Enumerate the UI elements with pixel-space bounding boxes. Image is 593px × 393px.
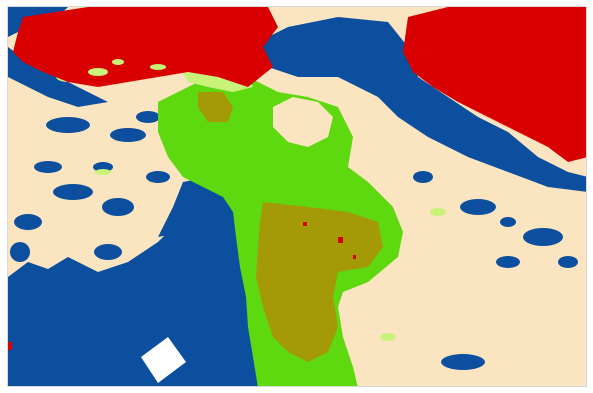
class-cropland-region xyxy=(198,92,233,122)
class-water-region xyxy=(46,117,90,133)
class-urban-region xyxy=(353,255,356,259)
class-water-region xyxy=(8,207,266,386)
class-sparse-vegetation-region xyxy=(380,333,396,341)
class-water-region xyxy=(53,184,93,200)
class-water-region xyxy=(496,256,520,268)
class-water-region xyxy=(34,161,62,173)
class-water-region xyxy=(94,244,122,260)
class-nodata-region xyxy=(141,337,186,383)
class-sparse-vegetation-region xyxy=(88,68,108,76)
class-water-region xyxy=(413,171,433,183)
class-sparse-vegetation-region xyxy=(150,64,166,70)
classification-map[interactable] xyxy=(7,6,587,387)
class-cropland-region xyxy=(256,202,383,362)
class-water-region xyxy=(102,198,134,216)
class-water-region xyxy=(146,171,170,183)
class-sparse-vegetation-region xyxy=(95,169,111,175)
class-urban-region xyxy=(303,222,307,226)
class-urban-region xyxy=(13,7,278,87)
class-bare-region xyxy=(273,97,333,147)
class-water-region xyxy=(136,111,160,123)
class-water-region xyxy=(93,162,113,172)
class-water-region xyxy=(460,199,496,215)
class-water-region xyxy=(10,242,30,262)
class-urban-region xyxy=(403,7,586,162)
class-sparse-vegetation-region xyxy=(112,59,124,65)
class-water-region xyxy=(110,128,146,142)
class-water-region xyxy=(441,354,485,370)
map-canvas xyxy=(8,7,586,386)
class-water-region xyxy=(248,17,586,192)
class-water-region xyxy=(558,256,578,268)
class-urban-region xyxy=(338,237,343,243)
class-urban-region xyxy=(8,342,12,350)
class-sparse-vegetation-region xyxy=(430,208,446,216)
class-water-region xyxy=(523,228,563,246)
class-water-region xyxy=(14,214,42,230)
class-water-region xyxy=(500,217,516,227)
